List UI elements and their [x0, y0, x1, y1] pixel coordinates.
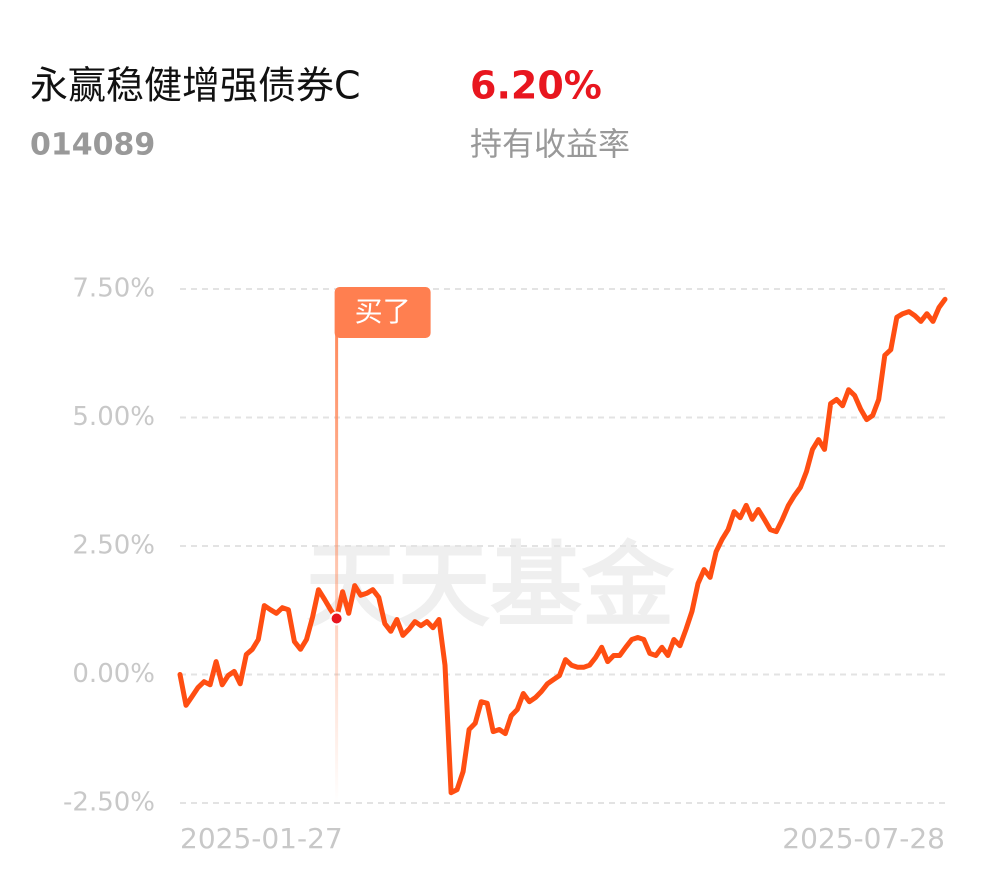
- x-tick-label: 2025-01-27: [180, 822, 343, 855]
- x-tick-label: 2025-07-28: [782, 822, 945, 855]
- plot: -2.50% 0.00% 2.50% 5.00% 7.50% 2025-01-27 2025…: [63, 274, 948, 855]
- marker-label: 买了: [355, 295, 411, 328]
- fund-name: 永赢稳健增强债券C: [30, 64, 361, 108]
- y-tick-label: -2.50%: [63, 788, 155, 818]
- marker-point: [329, 611, 344, 626]
- fund-code: 014089: [30, 128, 155, 163]
- line: [177, 296, 948, 796]
- watermark: 天天基金: [306, 532, 675, 639]
- marker-badge: [334, 287, 431, 338]
- return-value: 6.20%: [470, 64, 602, 108]
- y-tick-label: 7.50%: [72, 274, 155, 304]
- y-tick-label: 2.50%: [72, 531, 155, 561]
- return-label: 持有收益率: [470, 125, 630, 163]
- y-tick-label: 5.00%: [72, 402, 155, 432]
- y-tick-label: 0.00%: [72, 659, 155, 689]
- marker-line: [335, 330, 339, 803]
